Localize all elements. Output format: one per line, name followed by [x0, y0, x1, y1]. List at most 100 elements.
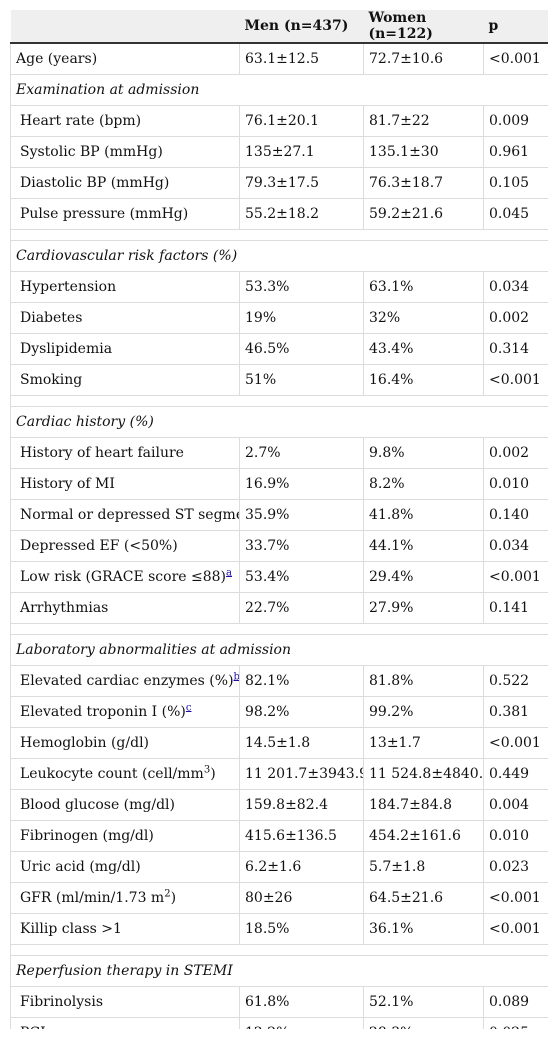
women-value: 135.1±30 — [363, 136, 484, 168]
men-value: 55.2±18.2 — [239, 198, 364, 230]
men-value: 61.8% — [239, 986, 364, 1018]
section-header: Cardiac history (%) — [10, 406, 548, 438]
table-row: Arrhythmias 22.7% 27.9% 0.141 — [10, 592, 548, 624]
women-value: 41.8% — [363, 499, 484, 531]
unit-superscript: 3 — [203, 764, 211, 776]
p-value: 0.004 — [483, 789, 548, 821]
p-value: 0.034 — [483, 271, 548, 303]
women-value: 32% — [363, 302, 484, 334]
footnote-link[interactable]: c — [185, 702, 192, 714]
men-value: 135±27.1 — [239, 136, 364, 168]
p-value: <0.001 — [483, 364, 548, 396]
men-value: 63.1±12.5 — [239, 43, 364, 75]
row-label: PCI — [10, 1017, 240, 1029]
row-label-text: Diastolic BP (mmHg) — [20, 175, 170, 191]
row-label-text: Blood glucose (mg/dl) — [20, 797, 175, 813]
row-label-text: Normal or depressed ST segment — [20, 507, 240, 523]
row-label: History of heart failure — [10, 437, 240, 469]
women-value: 44.1% — [363, 530, 484, 562]
section-spacer — [10, 395, 548, 407]
row-label-text: History of MI — [20, 476, 115, 492]
men-value: 12.2% — [239, 1017, 364, 1029]
p-value: 0.381 — [483, 696, 548, 728]
row-label-text: Elevated troponin I (%) — [20, 704, 186, 720]
women-value: 36.1% — [363, 913, 484, 945]
row-label-text: Pulse pressure (mmHg) — [20, 206, 189, 222]
women-value: 454.2±161.6 — [363, 820, 484, 852]
table-header: Men (n=437) Women (n=122) p — [10, 10, 548, 44]
p-value: 0.449 — [483, 758, 548, 790]
row-label-text: Heart rate (bpm) — [20, 113, 142, 129]
row-label: GFR (ml/min/1.73 m2) — [10, 882, 240, 914]
men-value: 18.5% — [239, 913, 364, 945]
men-value: 82.1% — [239, 665, 364, 697]
section-spacer — [10, 229, 548, 241]
section-header: Laboratory abnormalities at admission — [10, 634, 548, 666]
p-value: 0.002 — [483, 302, 548, 334]
table-row: Pulse pressure (mmHg) 55.2±18.2 59.2±21.6 0… — [10, 198, 548, 230]
women-value: 64.5±21.6 — [363, 882, 484, 914]
women-value: 13±1.7 — [363, 727, 484, 759]
men-value: 98.2% — [239, 696, 364, 728]
row-label: Killip class >1 — [10, 913, 240, 945]
spacer-cell — [10, 623, 548, 635]
table-row: Uric acid (mg/dl) 6.2±1.6 5.7±1.8 0.023 — [10, 851, 548, 883]
table-row: Diabetes 19% 32% 0.002 — [10, 302, 548, 334]
women-value: 63.1% — [363, 271, 484, 303]
row-label: Hemoglobin (g/dl) — [10, 727, 240, 759]
p-value: 0.034 — [483, 530, 548, 562]
p-value: 0.141 — [483, 592, 548, 624]
women-value: 16.4% — [363, 364, 484, 396]
data-table: Men (n=437) Women (n=122) p Age (years) … — [10, 10, 548, 1029]
p-value: <0.001 — [483, 561, 548, 593]
row-label: Diabetes — [10, 302, 240, 334]
p-value: 0.010 — [483, 820, 548, 852]
table-row: History of MI 16.9% 8.2% 0.010 — [10, 468, 548, 500]
men-value: 33.7% — [239, 530, 364, 562]
table-row: Diastolic BP (mmHg) 79.3±17.5 76.3±18.7 0.1… — [10, 167, 548, 199]
footnote-link[interactable]: a — [226, 567, 232, 579]
table-row: Killip class >1 18.5% 36.1% <0.001 — [10, 913, 548, 945]
table-row: Normal or depressed ST segment 35.9% 41.8%… — [10, 499, 548, 531]
section-title: Reperfusion therapy in STEMI — [10, 955, 548, 987]
women-value: 81.7±22 — [363, 105, 484, 137]
row-label: Smoking — [10, 364, 240, 396]
p-value: <0.001 — [483, 727, 548, 759]
p-value: 0.002 — [483, 437, 548, 469]
table-row: Systolic BP (mmHg) 135±27.1 135.1±30 0.961 — [10, 136, 548, 168]
women-value: 28.3% — [363, 1017, 484, 1029]
row-label: Pulse pressure (mmHg) — [10, 198, 240, 230]
row-label-text: Leukocyte count (cell/mm — [20, 766, 204, 782]
women-value: 52.1% — [363, 986, 484, 1018]
row-label: Age (years) — [10, 43, 240, 75]
table-row: Leukocyte count (cell/mm3) 11 201.7±3943.… — [10, 758, 548, 790]
women-value: 9.8% — [363, 437, 484, 469]
footnote-link[interactable]: b — [233, 671, 240, 683]
table-row: History of heart failure 2.7% 9.8% 0.002 — [10, 437, 548, 469]
p-value: 0.023 — [483, 851, 548, 883]
row-label-text: GFR (ml/min/1.73 m — [20, 890, 165, 906]
spacer-cell — [10, 229, 548, 241]
row-label-text: Hypertension — [20, 279, 117, 295]
table-row: Hypertension 53.3% 63.1% 0.034 — [10, 271, 548, 303]
row-label: Elevated cardiac enzymes (%)b — [10, 665, 240, 697]
row-label: Blood glucose (mg/dl) — [10, 789, 240, 821]
table-row: Fibrinolysis 61.8% 52.1% 0.089 — [10, 986, 548, 1018]
women-value: 43.4% — [363, 333, 484, 365]
spacer-cell — [10, 395, 548, 407]
row-label: Uric acid (mg/dl) — [10, 851, 240, 883]
section-spacer — [10, 944, 548, 956]
row-label-text: Systolic BP (mmHg) — [20, 144, 163, 160]
row-label-text: Elevated cardiac enzymes (%) — [20, 673, 234, 689]
men-value: 2.7% — [239, 437, 364, 469]
row-label-text: PCI — [20, 1025, 46, 1029]
p-value: 0.089 — [483, 986, 548, 1018]
row-label: Systolic BP (mmHg) — [10, 136, 240, 168]
row-label-text: Hemoglobin (g/dl) — [20, 735, 150, 751]
women-value: 5.7±1.8 — [363, 851, 484, 883]
section-title: Cardiovascular risk factors (%) — [10, 240, 548, 272]
table-row: GFR (ml/min/1.73 m2) 80±26 64.5±21.6 <0.001 — [10, 882, 548, 914]
p-value: 0.009 — [483, 105, 548, 137]
row-label-text: Fibrinogen (mg/dl) — [20, 828, 154, 844]
table-row: Hemoglobin (g/dl) 14.5±1.8 13±1.7 <0.001 — [10, 727, 548, 759]
